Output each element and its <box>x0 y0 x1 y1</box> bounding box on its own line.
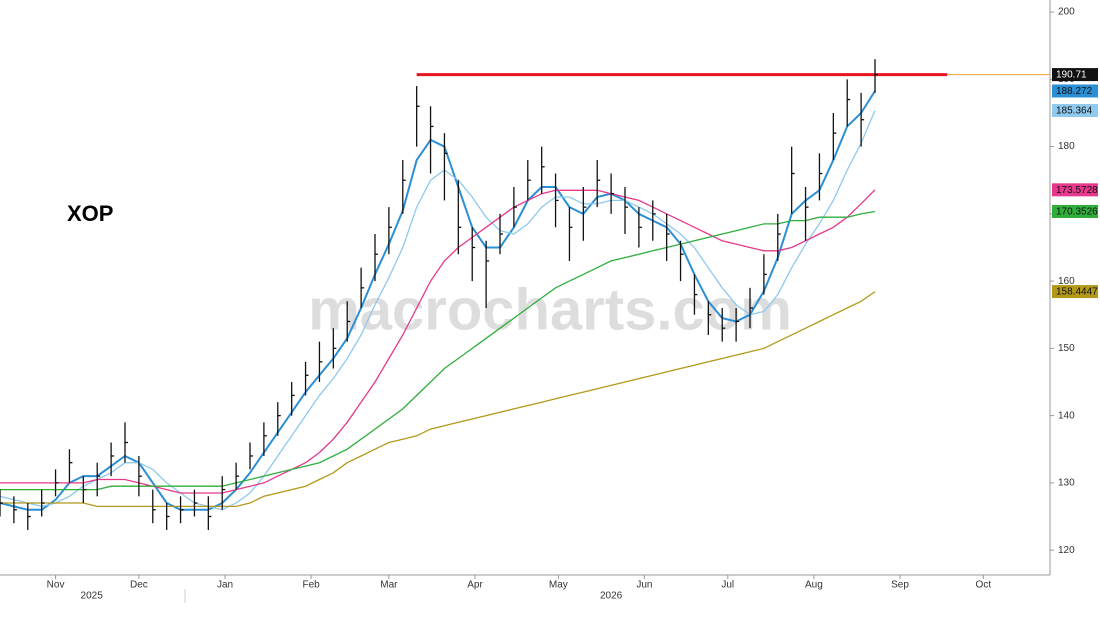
y-tick-label: 160 <box>1058 276 1075 287</box>
value-label: 190.71 <box>1056 70 1087 81</box>
x-tick-label: Sep <box>891 580 909 591</box>
value-label: 158.4447 <box>1056 287 1098 298</box>
moving-average-line <box>0 189 876 494</box>
value-label-box <box>1052 183 1098 197</box>
x-tick-label: Apr <box>467 580 483 591</box>
value-label-box <box>1052 68 1098 82</box>
value-label-box <box>1052 84 1098 98</box>
year-label: 2026 <box>600 591 623 602</box>
moving-average-line <box>0 291 876 508</box>
x-tick-label: Feb <box>302 580 320 591</box>
value-label: 170.3526 <box>1056 207 1098 218</box>
y-tick-label: 120 <box>1058 545 1075 556</box>
y-tick-label: 140 <box>1058 410 1075 421</box>
value-label: 173.5728 <box>1056 185 1098 196</box>
x-tick-label: Jan <box>217 580 233 591</box>
value-label: 185.364 <box>1056 106 1093 117</box>
y-tick-label: 130 <box>1058 478 1075 489</box>
value-label: 188.272 <box>1056 86 1093 97</box>
y-tick-label: 200 <box>1058 7 1075 18</box>
watermark: macrocharts.com <box>308 277 792 342</box>
x-tick-label: Aug <box>805 580 823 591</box>
moving-average-line <box>0 110 876 511</box>
moving-average-line <box>0 210 876 491</box>
x-tick-label: Oct <box>976 580 992 591</box>
value-label-box <box>1052 204 1098 218</box>
y-tick-label: 150 <box>1058 343 1075 354</box>
moving-average-line <box>0 90 876 511</box>
x-tick-label: Nov <box>47 580 65 591</box>
year-label: 2025 <box>81 591 104 602</box>
value-label-box <box>1052 285 1098 299</box>
x-tick-label: Jun <box>636 580 652 591</box>
chart-title: XOP <box>67 201 113 226</box>
x-tick-label: May <box>549 580 568 591</box>
x-tick-label: Jul <box>721 580 734 591</box>
x-tick-label: Dec <box>130 580 148 591</box>
value-label-box <box>1052 104 1098 118</box>
y-tick-label: 180 <box>1058 141 1075 152</box>
x-tick-label: Mar <box>380 580 398 591</box>
